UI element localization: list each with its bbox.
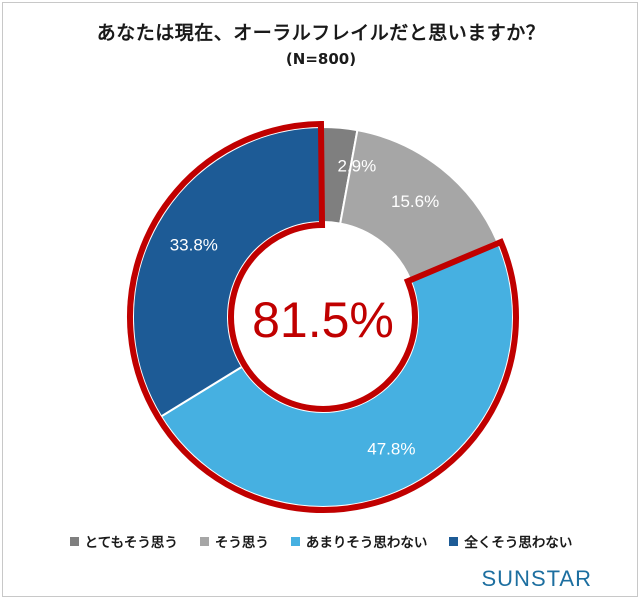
- legend-label: とてもそう思う: [84, 535, 178, 551]
- legend-label: そう思う: [214, 535, 269, 551]
- pie-slice-2: [339, 128, 499, 281]
- legend-swatch: [449, 536, 459, 546]
- data-label-2: 15.6%: [391, 192, 439, 211]
- data-label-3: 47.8%: [367, 439, 415, 458]
- chart-subtitle: (N=800): [285, 50, 357, 68]
- legend-swatch: [199, 536, 209, 546]
- highlight-outline: [127, 120, 519, 513]
- legend-label: あまりそう思わない: [305, 535, 428, 551]
- chart-legend: とてもそう思う そう思う あまりそう思わない 全くそう思わない: [0, 531, 642, 551]
- chart-title: あなたは現在、オーラルフレイルだと思いますか？: [96, 22, 546, 44]
- data-label-1: 2.9%: [337, 157, 376, 176]
- legend-item: 全くそう思わない: [449, 531, 572, 551]
- legend-item: とてもそう思う: [69, 531, 178, 551]
- center-total-label: 81.5%: [252, 292, 394, 348]
- legend-swatch: [69, 536, 79, 546]
- sunstar-logo: SUNSTAR: [481, 566, 592, 591]
- legend-item: あまりそう思わない: [290, 531, 428, 551]
- data-label-4: 33.8%: [170, 236, 218, 255]
- legend-label: 全くそう思わない: [464, 535, 573, 551]
- legend-item: そう思う: [199, 531, 269, 551]
- legend-swatch: [290, 536, 300, 546]
- pie-slice-4: [132, 125, 324, 418]
